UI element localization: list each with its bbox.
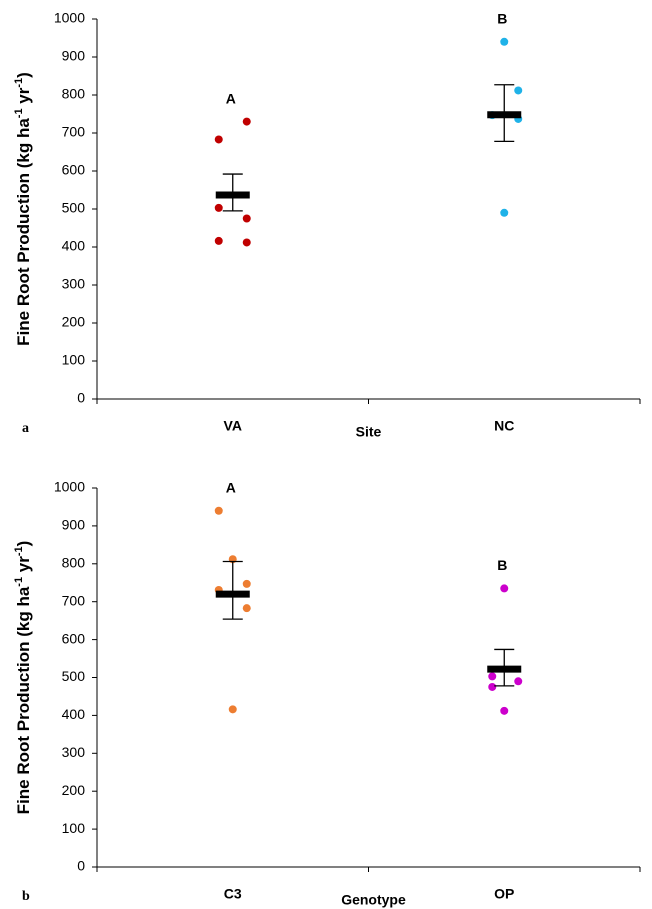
y-tick-label: 500 bbox=[62, 668, 86, 684]
y-tick-label: 400 bbox=[62, 238, 86, 254]
y-tick-label: 100 bbox=[62, 820, 86, 836]
y-axis-label-part: ) bbox=[14, 541, 33, 547]
y-tick-label: 900 bbox=[62, 48, 86, 64]
significance-letter: B bbox=[497, 11, 507, 27]
y-axis-label-part: Fine Root Production (kg ha bbox=[14, 586, 33, 814]
y-tick-label: 1000 bbox=[54, 10, 85, 26]
category-label: VA bbox=[224, 418, 242, 434]
x-axis-label: Genotype bbox=[341, 892, 406, 908]
y-axis-label-part: -1 bbox=[13, 78, 25, 88]
data-point bbox=[214, 236, 223, 245]
data-point bbox=[242, 604, 251, 613]
y-axis-label-part: yr bbox=[14, 87, 33, 108]
data-point bbox=[500, 208, 509, 217]
significance-letter: B bbox=[497, 557, 507, 573]
data-point bbox=[514, 677, 523, 686]
y-tick-label: 600 bbox=[62, 162, 86, 178]
y-axis-label-part: Fine Root Production (kg ha bbox=[14, 118, 33, 346]
data-point bbox=[214, 506, 223, 515]
category-label: NC bbox=[494, 418, 514, 434]
data-point bbox=[514, 86, 523, 95]
x-axis-label: Site bbox=[356, 424, 382, 440]
y-axis-label: Fine Root Production (kg ha-1 yr-1) bbox=[13, 72, 34, 346]
data-point bbox=[500, 37, 509, 46]
y-axis-label-part: -1 bbox=[13, 546, 25, 556]
y-tick-label: 300 bbox=[62, 276, 86, 292]
y-axis-label-part: -1 bbox=[13, 577, 25, 587]
data-point bbox=[242, 238, 251, 247]
panel-label: a bbox=[22, 421, 29, 436]
y-axis-label-part: ) bbox=[14, 72, 33, 78]
y-axis-label: Fine Root Production (kg ha-1 yr-1) bbox=[13, 541, 34, 815]
y-tick-label: 800 bbox=[62, 555, 86, 571]
y-tick-label: 100 bbox=[62, 352, 86, 368]
data-point bbox=[242, 117, 251, 126]
y-tick-label: 300 bbox=[62, 744, 86, 760]
panel-label: b bbox=[22, 889, 30, 904]
y-axis-label-part: yr bbox=[14, 556, 33, 577]
y-tick-label: 400 bbox=[62, 706, 86, 722]
y-tick-label: 0 bbox=[77, 858, 85, 874]
y-tick-label: 800 bbox=[62, 86, 86, 102]
data-point bbox=[214, 203, 223, 212]
data-point bbox=[242, 214, 251, 223]
data-point bbox=[488, 672, 497, 681]
y-tick-label: 700 bbox=[62, 592, 86, 608]
y-tick-label: 1000 bbox=[54, 479, 85, 495]
significance-letter: A bbox=[226, 479, 236, 495]
y-tick-label: 900 bbox=[62, 517, 86, 533]
data-point bbox=[228, 705, 237, 714]
category-label: OP bbox=[494, 886, 514, 902]
data-point bbox=[242, 579, 251, 588]
data-point bbox=[214, 135, 223, 144]
y-tick-label: 0 bbox=[77, 390, 85, 406]
category-label: C3 bbox=[224, 886, 242, 902]
y-tick-label: 600 bbox=[62, 630, 86, 646]
data-point bbox=[488, 682, 497, 691]
y-tick-label: 200 bbox=[62, 314, 86, 330]
y-axis-label-part: -1 bbox=[13, 108, 25, 118]
y-tick-label: 500 bbox=[62, 200, 86, 216]
y-tick-label: 700 bbox=[62, 124, 86, 140]
data-point bbox=[500, 584, 509, 593]
y-tick-label: 200 bbox=[62, 782, 86, 798]
data-point bbox=[500, 706, 509, 715]
significance-letter: A bbox=[226, 90, 236, 106]
